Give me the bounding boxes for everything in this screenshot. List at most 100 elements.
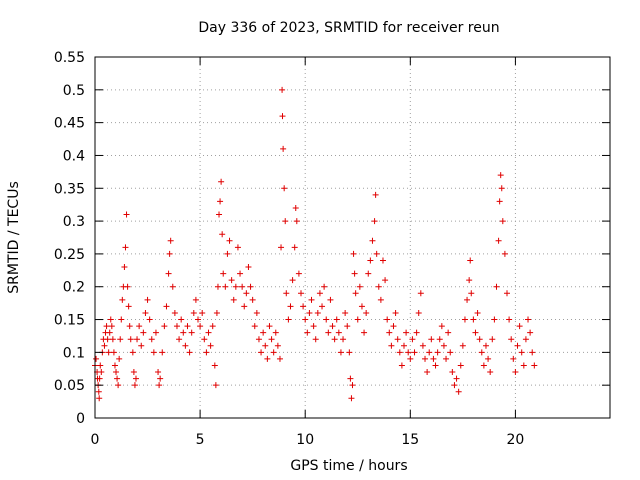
data-point	[308, 296, 315, 303]
data-point	[482, 342, 489, 349]
data-point	[337, 349, 344, 356]
y-tick-label: 0.15	[54, 313, 85, 329]
data-point	[129, 349, 136, 356]
data-point	[217, 198, 224, 205]
data-point	[413, 329, 420, 336]
data-point	[459, 342, 466, 349]
data-point	[522, 336, 529, 343]
data-point	[329, 323, 336, 330]
data-point	[531, 362, 538, 369]
data-point	[354, 316, 361, 323]
data-point	[222, 283, 229, 290]
data-point	[186, 349, 193, 356]
data-point	[314, 309, 321, 316]
data-point	[216, 211, 223, 218]
data-point	[451, 382, 458, 389]
data-point	[445, 329, 452, 336]
data-point	[155, 369, 162, 376]
data-point	[287, 303, 294, 310]
data-point	[310, 323, 317, 330]
data-point	[159, 349, 166, 356]
data-point	[117, 336, 124, 343]
data-point	[312, 336, 319, 343]
data-point	[474, 309, 481, 316]
y-axis-label: SRMTID / TECUs	[6, 181, 22, 294]
data-point	[218, 178, 225, 185]
data-point	[302, 316, 309, 323]
data-point	[449, 369, 456, 376]
data-point	[344, 323, 351, 330]
data-point	[101, 342, 108, 349]
grid-lines	[95, 57, 610, 418]
data-point	[367, 257, 374, 264]
data-point	[203, 349, 210, 356]
data-point	[268, 336, 275, 343]
data-point	[520, 362, 527, 369]
data-point	[190, 309, 197, 316]
data-point	[279, 113, 286, 120]
data-point	[173, 323, 180, 330]
data-point	[405, 349, 412, 356]
data-point	[495, 237, 502, 244]
data-point	[295, 270, 302, 277]
y-tick-labels: 0 0.05 0.1 0.15 0.2 0.25 0.3 0.35 0.4 0.45 0.5 0.55	[54, 50, 85, 427]
data-point	[485, 355, 492, 362]
data-point	[480, 362, 487, 369]
data-point	[447, 349, 454, 356]
data-point	[107, 316, 114, 323]
data-point	[352, 290, 359, 297]
data-point	[166, 250, 173, 257]
data-point	[285, 316, 292, 323]
data-point	[382, 277, 389, 284]
data-point	[478, 349, 485, 356]
data-point	[228, 277, 235, 284]
data-point	[487, 369, 494, 376]
data-point	[272, 329, 279, 336]
data-point	[426, 349, 433, 356]
data-point	[525, 316, 532, 323]
data-point	[316, 290, 323, 297]
data-point	[476, 336, 483, 343]
data-point	[422, 355, 429, 362]
data-point	[161, 323, 168, 330]
data-point	[440, 342, 447, 349]
data-point	[125, 303, 132, 310]
data-point	[249, 296, 256, 303]
data-point	[167, 237, 174, 244]
data-point	[132, 375, 139, 382]
data-point	[278, 244, 285, 251]
data-point	[157, 375, 164, 382]
data-point	[180, 329, 187, 336]
data-point	[506, 316, 513, 323]
data-point	[121, 264, 128, 271]
y-tick-label: 0	[76, 411, 85, 427]
data-point	[169, 283, 176, 290]
data-point	[211, 362, 218, 369]
data-point	[131, 382, 138, 389]
data-point	[342, 309, 349, 316]
data-point	[403, 329, 410, 336]
data-point	[127, 336, 134, 343]
data-point	[111, 362, 118, 369]
data-point	[401, 342, 407, 349]
data-point	[124, 283, 131, 290]
data-point	[255, 336, 262, 343]
data-point	[358, 303, 365, 310]
data-point	[199, 309, 206, 316]
data-point	[489, 336, 496, 343]
data-point	[262, 342, 269, 349]
x-tick-labels: 0 5 10 15 20	[91, 432, 525, 448]
data-points	[92, 86, 538, 402]
data-point	[466, 277, 473, 284]
data-point	[361, 329, 368, 336]
data-point	[226, 237, 233, 244]
data-point	[144, 296, 151, 303]
data-point	[333, 316, 340, 323]
data-point	[96, 375, 103, 382]
data-point	[152, 329, 159, 336]
data-point	[253, 309, 260, 316]
data-point	[130, 369, 137, 376]
data-point	[335, 329, 342, 336]
data-point	[264, 355, 271, 362]
x-tick-label: 10	[296, 432, 314, 448]
